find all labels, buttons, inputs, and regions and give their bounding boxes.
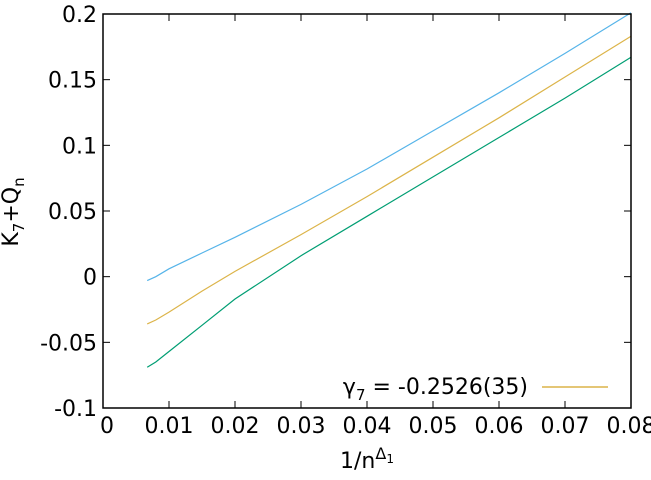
x-tick-label: 0.02 <box>211 414 260 439</box>
ticks-layer: 0 0.01 0.02 0.03 0.04 0.05 0.06 0.07 0.08 -0.1 -0.… <box>40 3 651 439</box>
plot-frame <box>102 13 632 409</box>
x-axis-label: 1/nΔ1 <box>340 444 394 474</box>
series-line-upper <box>146 12 632 282</box>
y-axis-label-mid: +Q <box>0 187 24 223</box>
y-tick-label: 0 <box>83 266 97 291</box>
series-line-lower <box>146 56 632 368</box>
x-tick-label: 0.04 <box>343 414 392 439</box>
y-tick-label: 0.2 <box>62 3 97 28</box>
x-tick-label: 0.07 <box>541 414 590 439</box>
legend-label-sub: 7 <box>356 386 366 404</box>
legend-label-gamma: γ <box>343 375 356 400</box>
x-tick-label: 0.01 <box>145 414 194 439</box>
y-axis-label-sub2: n <box>10 177 28 187</box>
x-tick-label: 0.08 <box>607 414 651 439</box>
y-tick-label: -0.1 <box>54 397 97 422</box>
y-tick-label: 0.05 <box>48 200 97 225</box>
series-line-central <box>146 35 632 325</box>
x-tick-label: 0.06 <box>475 414 524 439</box>
y-axis-label-k: K <box>0 232 24 247</box>
x-axis-label-main: 1/n <box>340 449 375 474</box>
x-axis-label-sup: Δ <box>375 444 386 463</box>
y-axis-label: K7+Qn <box>0 177 28 246</box>
y-tick-label: 0.15 <box>48 69 97 94</box>
legend-label-text: = -0.2526(35) <box>366 375 529 400</box>
legend-label: γ7 = -0.2526(35) <box>343 375 528 404</box>
x-tick-label: 0 <box>100 414 114 439</box>
series-layer <box>146 12 632 368</box>
x-axis-label-sup-sub: 1 <box>386 452 394 466</box>
y-tick-label: -0.05 <box>40 331 97 356</box>
x-tick-label: 0.03 <box>277 414 326 439</box>
y-axis-label-sub1: 7 <box>10 223 28 233</box>
y-tick-label: 0.1 <box>62 134 97 159</box>
legend: γ7 = -0.2526(35) <box>343 375 608 404</box>
x-tick-label: 0.05 <box>409 414 458 439</box>
